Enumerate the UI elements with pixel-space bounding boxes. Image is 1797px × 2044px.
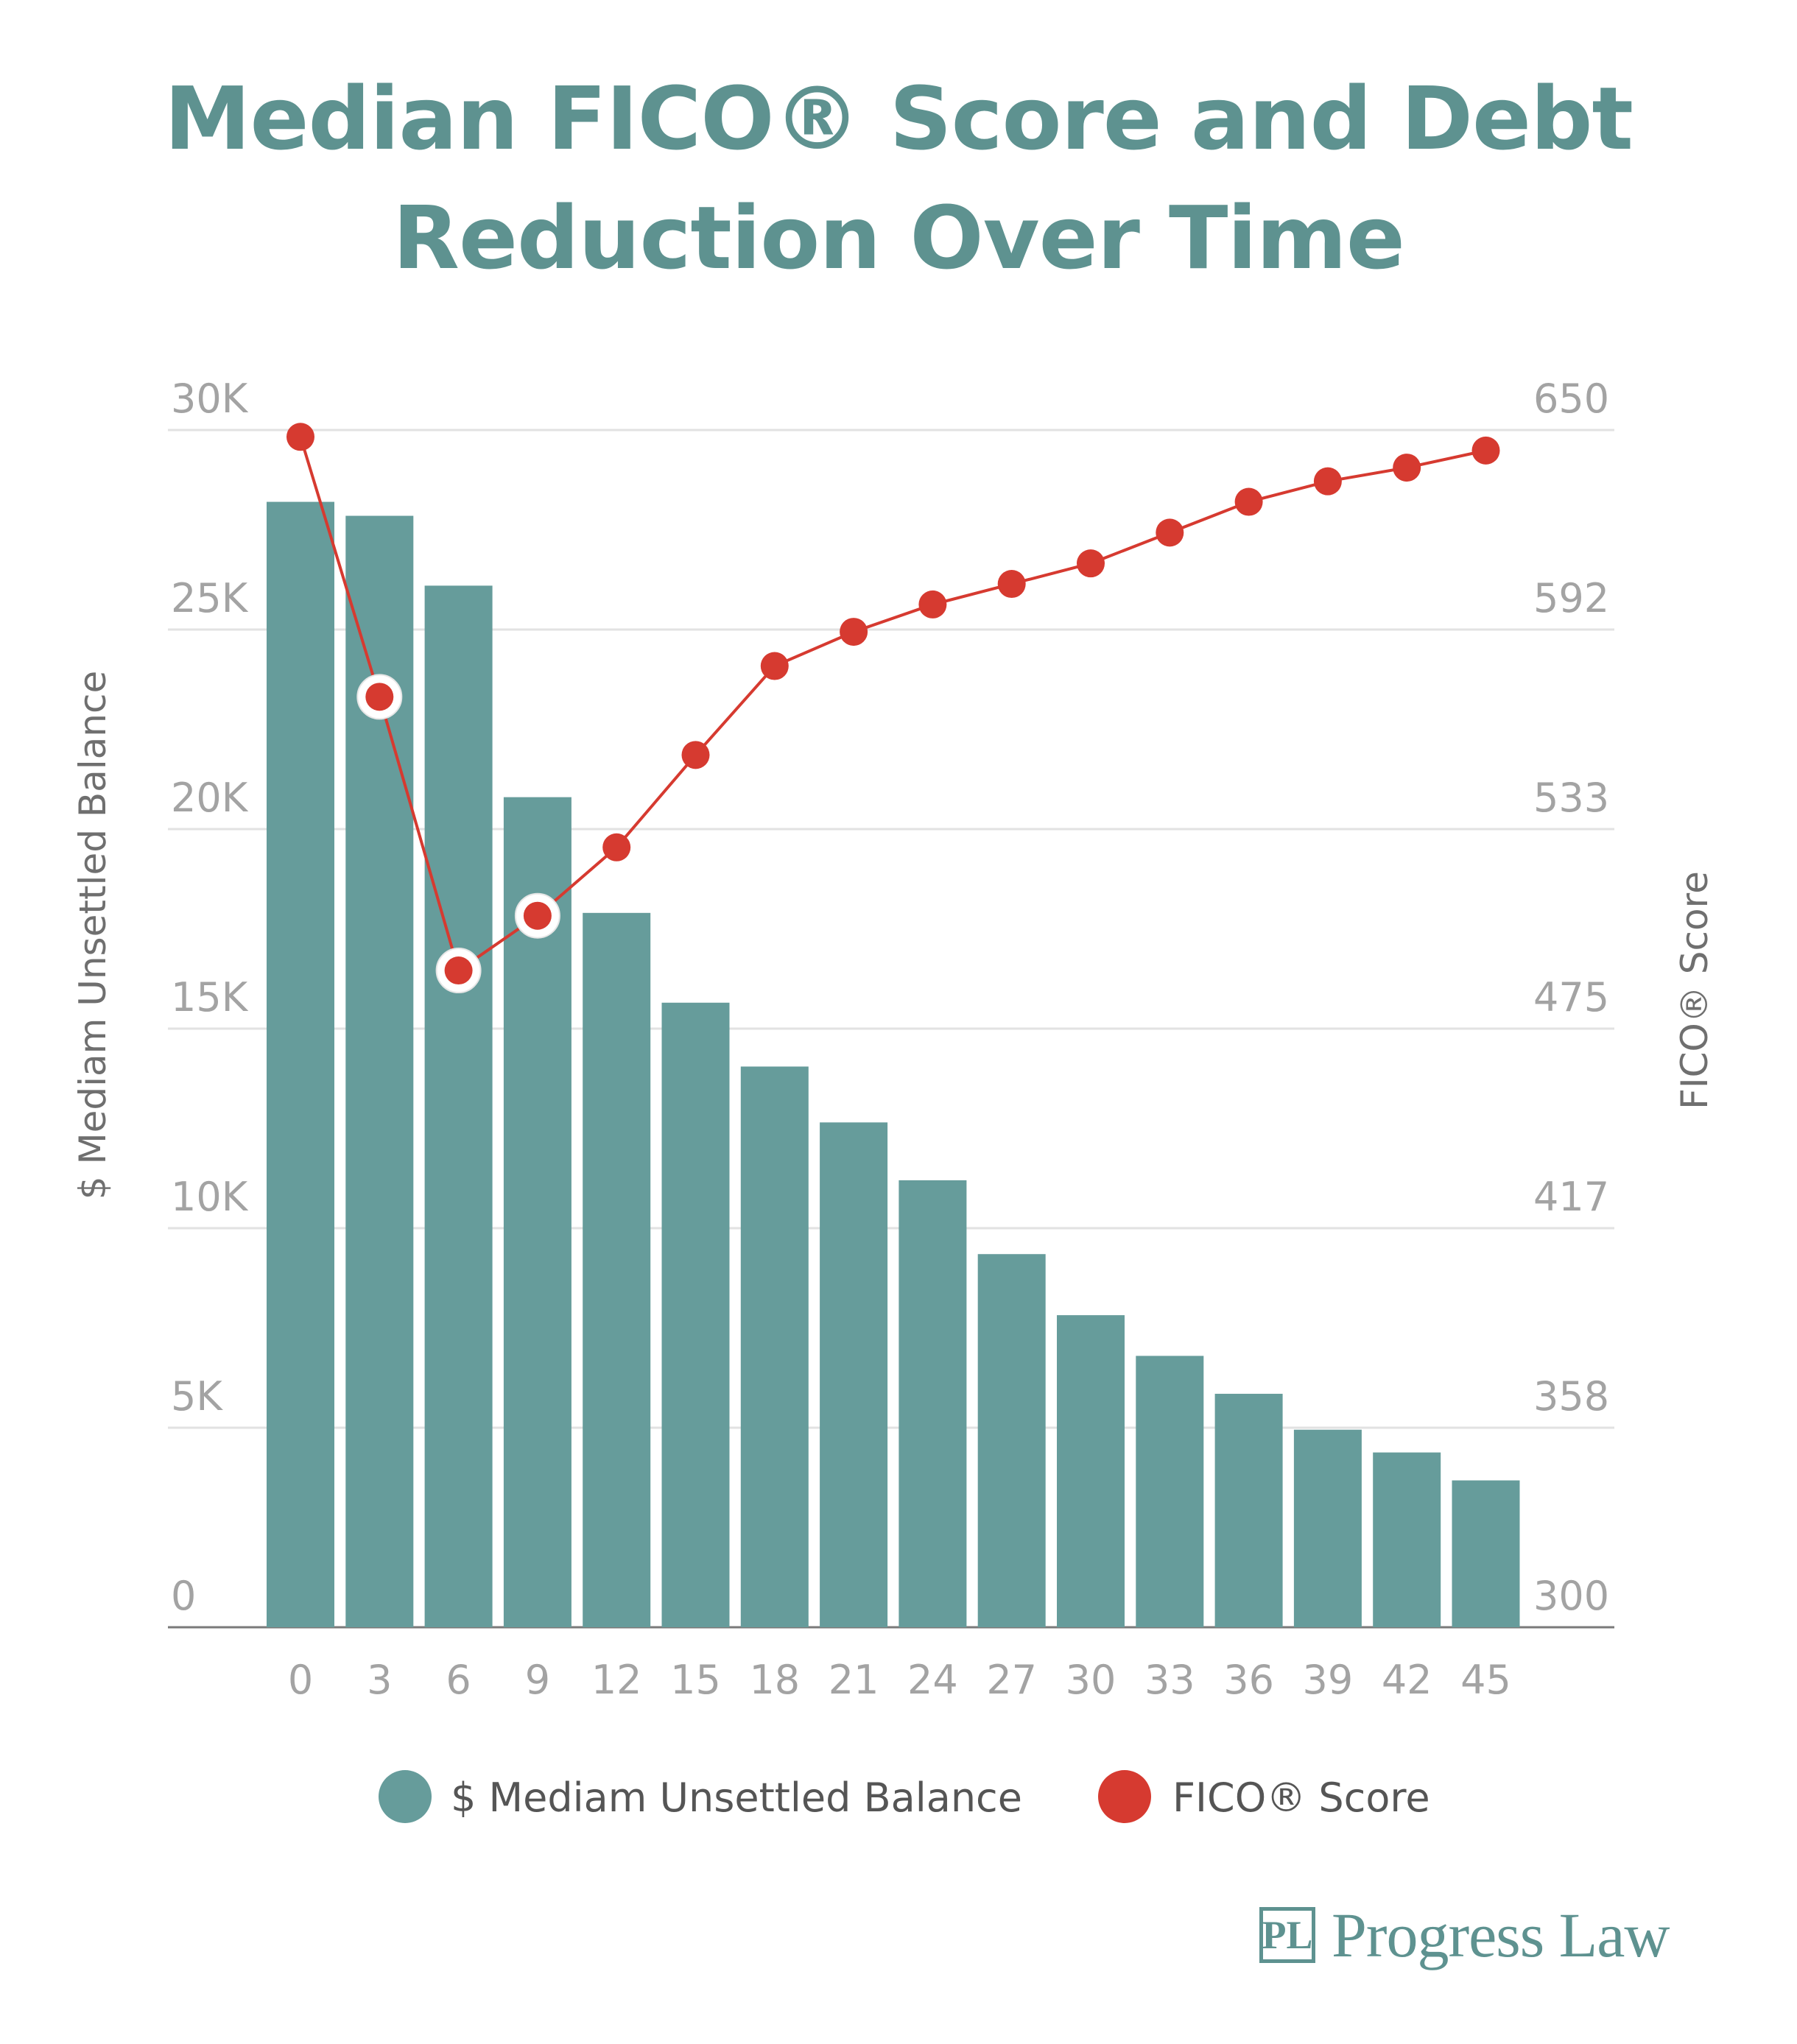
chart-title: Median FICO® Score and Debt Reduction Ov…: [0, 59, 1797, 297]
left-tick-label: 0: [171, 1573, 196, 1619]
x-tick-label: 24: [907, 1657, 958, 1703]
fico-point: [918, 590, 947, 619]
fico-point: [997, 570, 1026, 599]
fico-point: [1156, 518, 1184, 547]
left-tick-label: 15K: [171, 974, 249, 1021]
logo-text: Progress Law: [1332, 1900, 1670, 1970]
fico-point: [681, 741, 710, 769]
bar: [1214, 1393, 1283, 1627]
x-tick-label: 33: [1144, 1657, 1195, 1703]
left-tick-label: 25K: [171, 575, 249, 621]
left-tick-label: 20K: [171, 775, 249, 821]
x-tick-label: 30: [1066, 1657, 1116, 1703]
right-tick-label: 358: [1533, 1373, 1609, 1420]
chart-title-line-2: Reduction Over Time: [393, 187, 1405, 289]
bar: [1373, 1452, 1441, 1627]
bar: [267, 501, 334, 1627]
left-tick-label: 30K: [171, 376, 249, 422]
legend: $ Mediam Unsettled Balance FICO® Score: [379, 1770, 1430, 1823]
right-tick-label: 417: [1533, 1174, 1609, 1220]
left-axis-title: $ Mediam Unsettled Balance: [71, 671, 114, 1199]
left-tick-label: 5K: [171, 1373, 223, 1420]
right-tick-label: 592: [1533, 575, 1609, 621]
bar: [977, 1254, 1046, 1627]
logo-mark: PL: [1259, 1907, 1315, 1963]
fico-point: [444, 956, 473, 985]
x-tick-label: 12: [591, 1657, 642, 1703]
x-tick-label: 27: [986, 1657, 1037, 1703]
x-axis-ticks: 0 3 6 9 12 15 18 21 24 27 30 33 36 39 42 45: [288, 1657, 1511, 1703]
fico-point: [1234, 487, 1263, 516]
x-tick-label: 42: [1382, 1657, 1432, 1703]
legend-label-fico: FICO® Score: [1172, 1775, 1430, 1821]
fico-point: [365, 683, 394, 711]
legend-swatch-fico: [1098, 1770, 1151, 1823]
fico-point: [1077, 549, 1105, 578]
right-tick-label: 475: [1533, 974, 1609, 1021]
line-series: [286, 423, 1500, 994]
fico-point: [1313, 467, 1342, 496]
right-axis-title: FICO® Score: [1673, 871, 1716, 1110]
fico-point: [840, 618, 868, 646]
bar: [898, 1180, 967, 1627]
x-tick-label: 18: [749, 1657, 800, 1703]
bar: [424, 585, 493, 1627]
right-tick-label: 300: [1533, 1573, 1609, 1619]
left-tick-label: 10K: [171, 1174, 249, 1220]
right-tick-label: 650: [1533, 376, 1609, 422]
x-tick-label: 6: [446, 1657, 471, 1703]
bar: [1293, 1429, 1362, 1627]
bar: [1057, 1315, 1125, 1627]
x-tick-label: 39: [1303, 1657, 1354, 1703]
legend-label-balance: $ Mediam Unsettled Balance: [451, 1775, 1022, 1821]
x-tick-label: 45: [1460, 1657, 1511, 1703]
bar: [820, 1122, 888, 1627]
bar-series: [267, 501, 1520, 1627]
left-axis-ticks: 0 5K 10K 15K 20K 25K 30K: [171, 376, 249, 1619]
fico-point: [1393, 454, 1421, 482]
bar: [740, 1066, 809, 1627]
legend-swatch-balance: [379, 1770, 432, 1823]
x-tick-label: 15: [670, 1657, 721, 1703]
x-tick-label: 9: [525, 1657, 550, 1703]
chart-title-line-1: Median FICO® Score and Debt: [164, 68, 1634, 169]
fico-point: [760, 652, 789, 680]
right-axis-ticks: 300 358 417 475 533 592 650: [1533, 376, 1609, 1619]
x-tick-label: 21: [829, 1657, 879, 1703]
bar: [661, 1002, 730, 1627]
fico-point: [523, 901, 552, 930]
bar: [1452, 1480, 1520, 1627]
x-tick-label: 3: [367, 1657, 392, 1703]
fico-point: [286, 423, 314, 451]
progress-law-logo: PL Progress Law: [1259, 1898, 1670, 1972]
right-tick-label: 533: [1533, 775, 1609, 821]
x-tick-label: 36: [1223, 1657, 1274, 1703]
x-tick-label: 0: [288, 1657, 313, 1703]
bar: [583, 912, 651, 1627]
fico-point: [1471, 436, 1500, 465]
fico-point: [602, 833, 631, 861]
bar: [1136, 1356, 1204, 1627]
fico-line: [299, 436, 1486, 973]
